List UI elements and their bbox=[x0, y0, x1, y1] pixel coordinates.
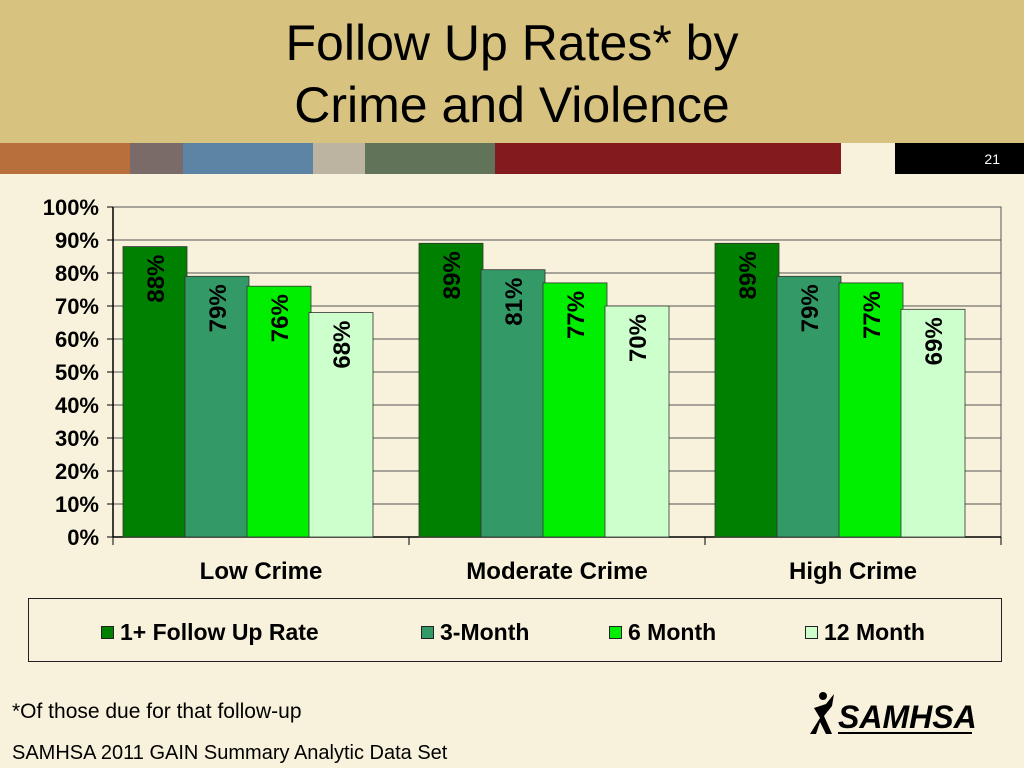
data-label: 77% bbox=[859, 291, 886, 339]
bar-12-month bbox=[604, 305, 670, 538]
title-line-1: Follow Up Rates* by bbox=[285, 15, 739, 71]
data-label: 79% bbox=[797, 284, 824, 332]
y-tick-label: 10% bbox=[55, 492, 99, 517]
data-label: 81% bbox=[501, 278, 528, 326]
data-label: 76% bbox=[267, 294, 294, 342]
data-label: 88% bbox=[143, 255, 170, 303]
bar-6-month bbox=[542, 282, 608, 538]
stripe-segment bbox=[183, 143, 313, 174]
stripe-segment bbox=[313, 143, 365, 174]
legend-swatch bbox=[421, 626, 434, 639]
bar-6-month bbox=[838, 282, 904, 538]
bar-12-month bbox=[900, 308, 966, 538]
y-tick-label: 90% bbox=[55, 228, 99, 253]
y-tick-label: 70% bbox=[55, 294, 99, 319]
y-tick-label: 0% bbox=[67, 525, 99, 550]
bar-6-month bbox=[246, 285, 312, 538]
bar-1-follow-up-rate bbox=[122, 246, 188, 538]
bar-chart: 0% 10% 20% 30% 40% 50% 60% 70% 80% 90% 100% 88% 79% 7… bbox=[43, 195, 1002, 585]
legend-label: 1+ Follow Up Rate bbox=[120, 619, 319, 645]
footnote: *Of those due for that follow-up bbox=[12, 700, 302, 723]
x-category-label: Moderate Crime bbox=[466, 558, 647, 585]
data-label: 69% bbox=[921, 317, 948, 365]
y-tick-label: 80% bbox=[55, 261, 99, 286]
bar-1-follow-up-rate bbox=[418, 242, 484, 538]
bar-3-month bbox=[480, 269, 546, 538]
stripe-segment bbox=[0, 143, 130, 174]
data-label: 89% bbox=[735, 251, 762, 299]
stripe-segment bbox=[130, 143, 183, 174]
running-figure-icon bbox=[810, 692, 834, 734]
x-category-label: High Crime bbox=[789, 558, 917, 585]
legend-label: 3-Month bbox=[440, 619, 530, 645]
stripe-segment bbox=[365, 143, 495, 174]
title-line-2: Crime and Violence bbox=[294, 77, 730, 133]
legend-swatch bbox=[805, 626, 818, 639]
slide-number-box: 21 bbox=[895, 143, 1024, 174]
y-tick-label: 100% bbox=[43, 195, 99, 220]
samhsa-logo-text: SAMHSA bbox=[838, 699, 976, 735]
legend-swatch bbox=[101, 626, 114, 639]
bar-3-month bbox=[776, 275, 842, 538]
legend-swatch bbox=[609, 626, 622, 639]
legend-item: 12 Month bbox=[805, 619, 925, 646]
bar-12-month bbox=[308, 312, 374, 538]
legend-item: 3-Month bbox=[421, 619, 529, 646]
y-tick-label: 20% bbox=[55, 459, 99, 484]
stripe-segment bbox=[841, 143, 895, 174]
data-label: 77% bbox=[563, 291, 590, 339]
y-tick-label: 40% bbox=[55, 393, 99, 418]
legend-label: 6 Month bbox=[628, 619, 717, 645]
data-label: 79% bbox=[205, 284, 232, 332]
legend-label: 12 Month bbox=[824, 619, 925, 645]
data-label: 68% bbox=[329, 321, 356, 369]
title-bar bbox=[0, 0, 1024, 143]
legend-item: 1+ Follow Up Rate bbox=[101, 619, 319, 646]
y-tick-label: 60% bbox=[55, 327, 99, 352]
stripe-segment bbox=[495, 143, 841, 174]
data-label: 89% bbox=[439, 251, 466, 299]
bar-3-month bbox=[184, 275, 250, 538]
slide-number: 21 bbox=[984, 151, 1000, 167]
samhsa-logo: SAMHSA bbox=[810, 692, 976, 735]
y-tick-label: 50% bbox=[55, 360, 99, 385]
slide-title: Follow Up Rates* by Crime and Violence bbox=[0, 12, 1024, 136]
x-category-label: Low Crime bbox=[200, 558, 323, 585]
source-note: SAMHSA 2011 GAIN Summary Analytic Data S… bbox=[12, 742, 448, 764]
chart-legend: 1+ Follow Up Rate 3-Month 6 Month 12 Month bbox=[28, 598, 1002, 662]
bar-1-follow-up-rate bbox=[714, 242, 780, 538]
legend-item: 6 Month bbox=[609, 619, 716, 646]
y-tick-label: 30% bbox=[55, 426, 99, 451]
data-label: 70% bbox=[625, 314, 652, 362]
